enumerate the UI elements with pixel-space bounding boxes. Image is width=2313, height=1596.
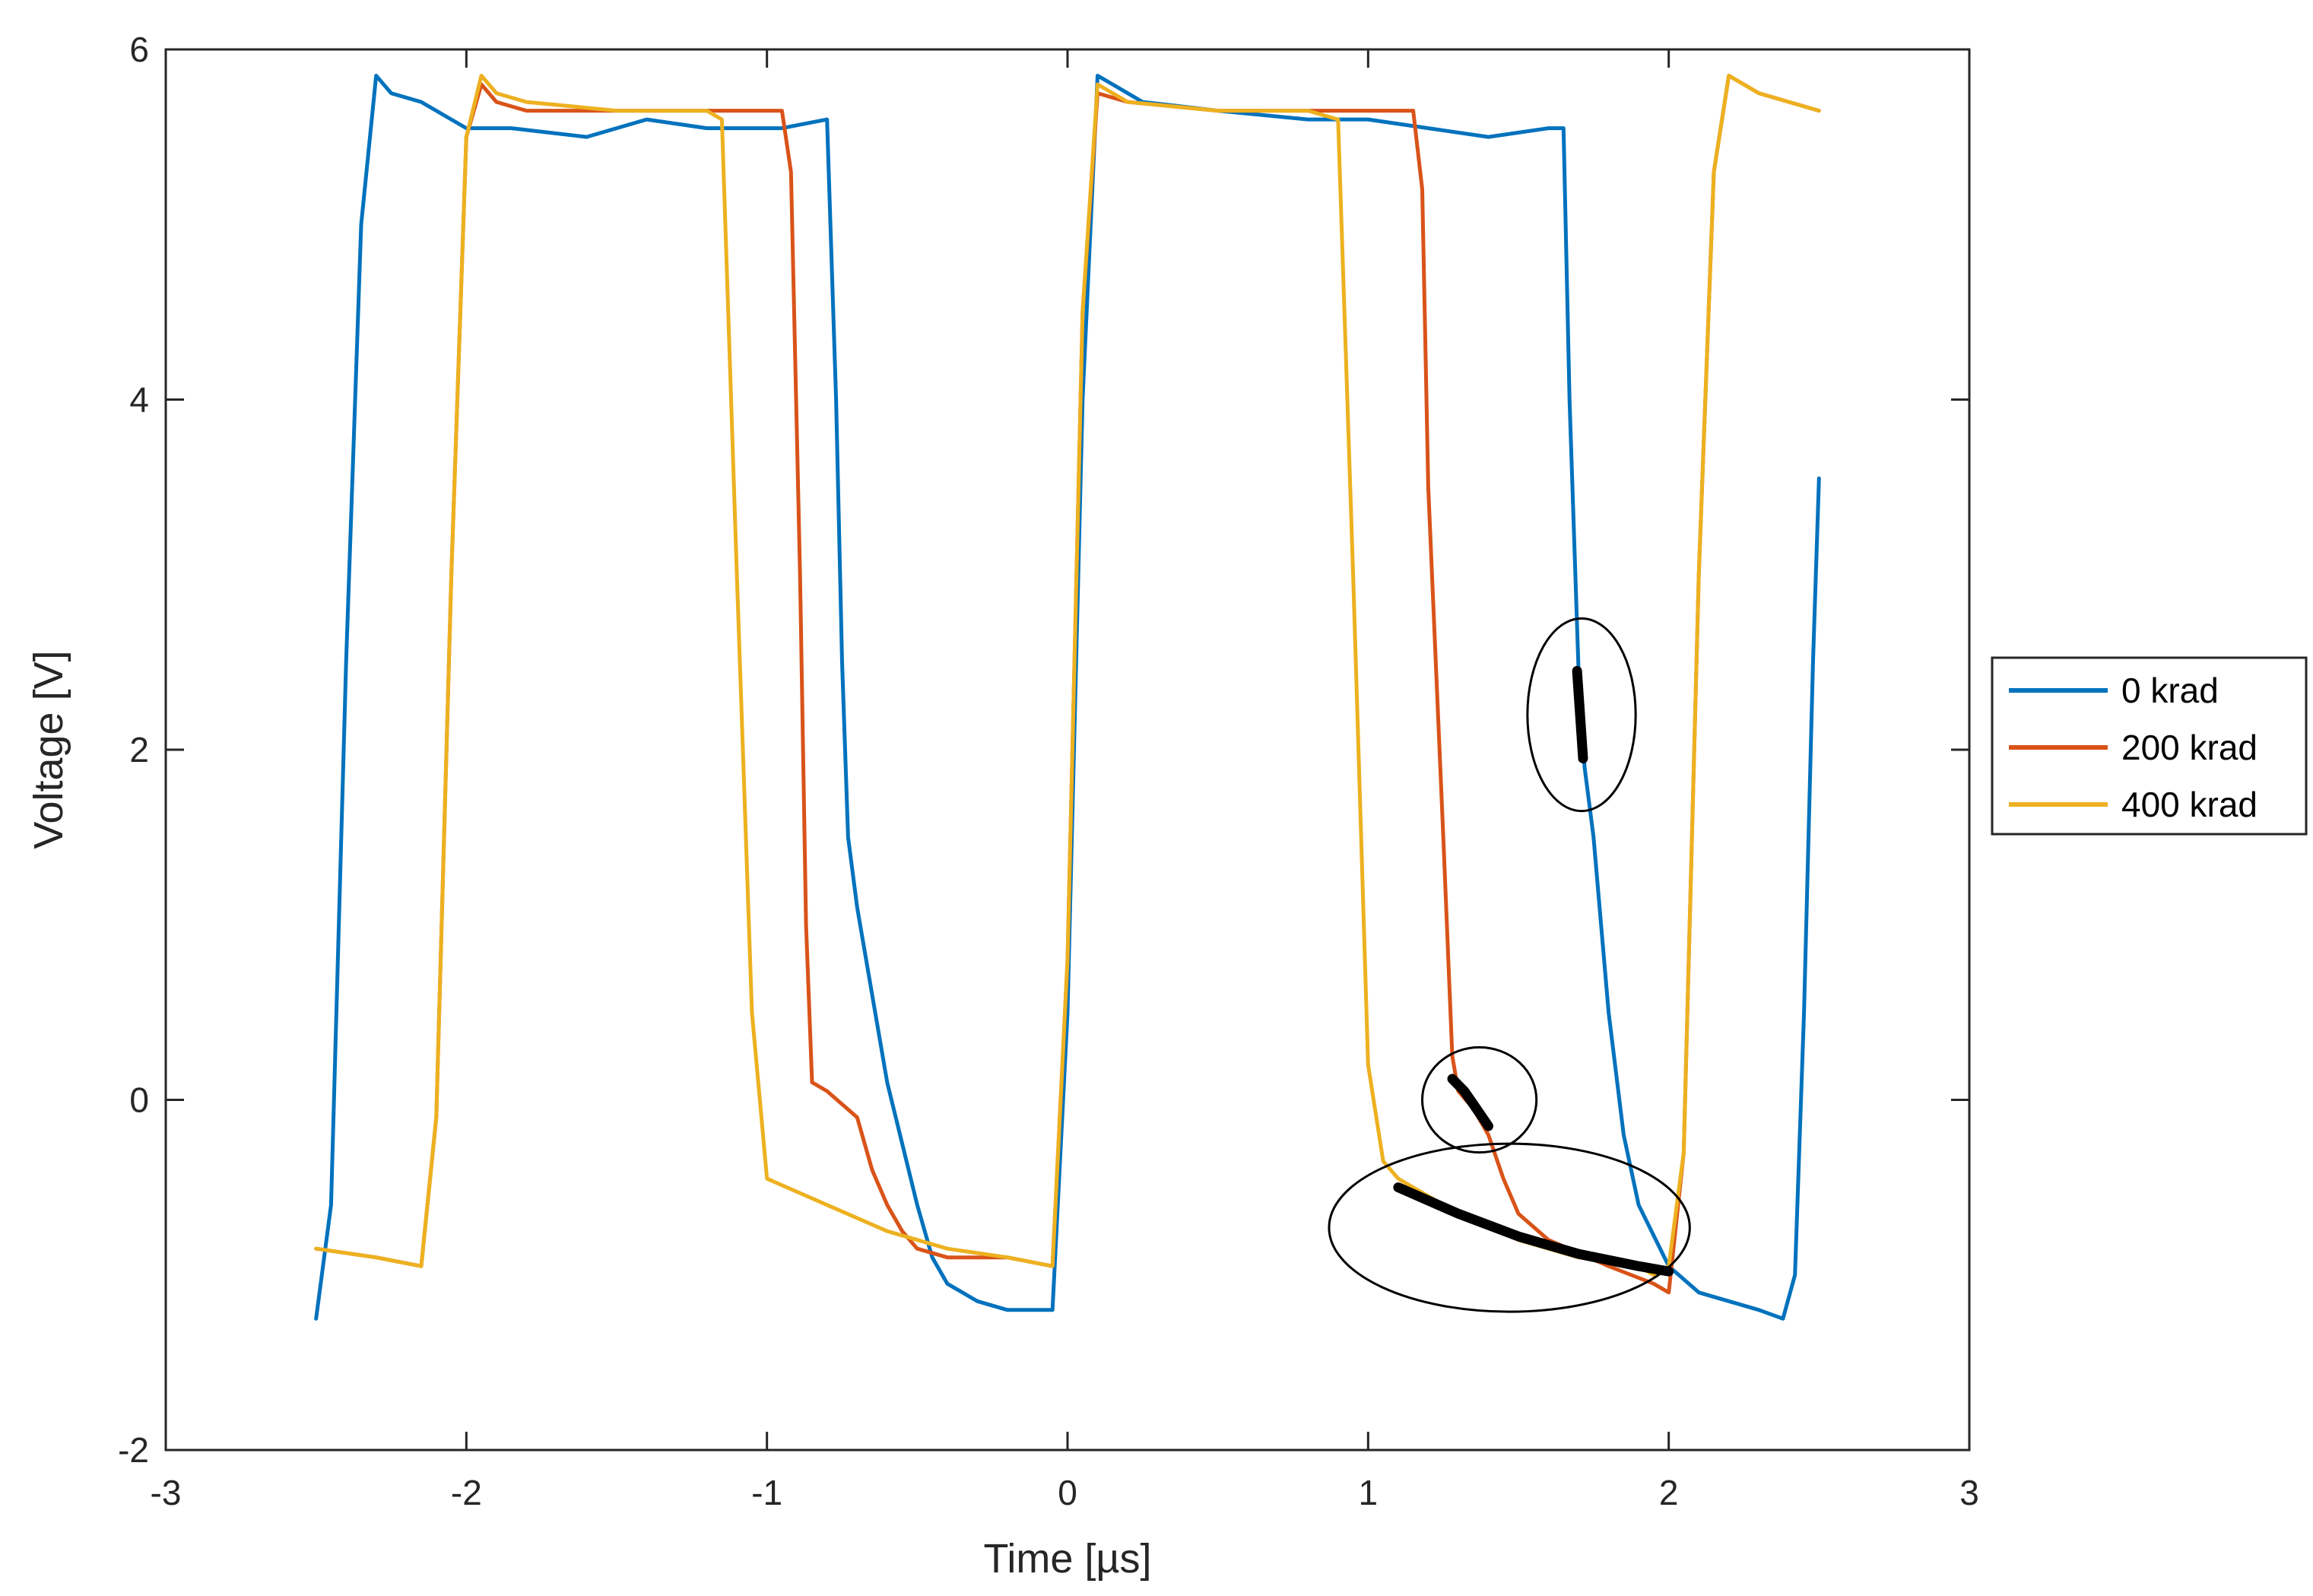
x-tick-label: 1 xyxy=(1359,1473,1379,1512)
y-axis-label: Voltage [V] xyxy=(26,650,71,849)
x-axis-label: Time [µs] xyxy=(983,1536,1151,1582)
x-tick-label: -1 xyxy=(751,1473,782,1512)
x-tick-label: -2 xyxy=(451,1473,482,1512)
x-tick-label: 3 xyxy=(1959,1473,1979,1512)
legend: 0 krad 200 krad 400 krad xyxy=(1991,656,2308,836)
x-tick-label: -3 xyxy=(151,1473,182,1512)
x-tick-label: 0 xyxy=(1058,1473,1077,1512)
highlight-stroke-2 xyxy=(1393,1182,1674,1277)
legend-label-400-krad: 400 krad xyxy=(2121,785,2257,824)
annotation-layer xyxy=(1328,617,1691,1313)
highlight-stroke-0 xyxy=(1572,665,1588,763)
y-axis-ticks: -2 0 2 4 6 xyxy=(118,30,1969,1470)
x-axis-ticks: -3 -2 -1 0 1 2 3 xyxy=(151,49,1979,1512)
y-tick-label: -2 xyxy=(118,1430,149,1470)
legend-label-200-krad: 200 krad xyxy=(2121,728,2257,767)
highlight-stroke-1 xyxy=(1447,1074,1493,1131)
annotation-ellipse-5 xyxy=(1328,1142,1691,1313)
y-tick-label: 0 xyxy=(129,1080,149,1120)
plot-area xyxy=(166,49,1969,1450)
y-tick-label: 6 xyxy=(129,30,149,69)
legend-label-0-krad: 0 krad xyxy=(2121,671,2219,710)
annotation-ellipse-4 xyxy=(1420,1045,1538,1154)
y-tick-label: 4 xyxy=(129,380,149,420)
y-tick-label: 2 xyxy=(129,730,149,769)
x-tick-label: 2 xyxy=(1659,1473,1679,1512)
annotation-ellipse-3 xyxy=(1526,617,1637,813)
